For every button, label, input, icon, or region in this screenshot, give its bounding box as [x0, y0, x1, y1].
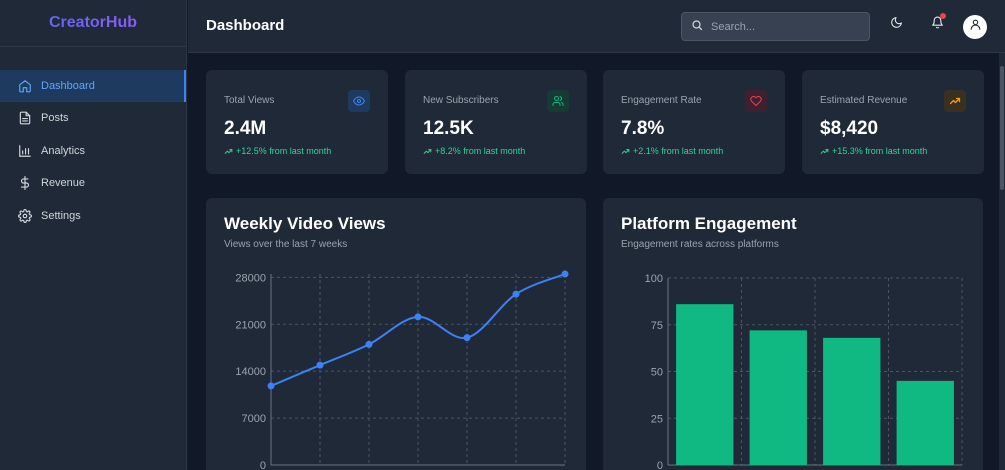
- stat-value: 2.4M: [224, 118, 267, 139]
- search-icon: [691, 18, 703, 36]
- scrollbar[interactable]: [999, 53, 1005, 470]
- bar: [676, 304, 734, 465]
- stat-label: New Subscribers: [423, 95, 499, 106]
- stat-card-engagement-rate: Engagement Rate 7.8% +2.1% from last mon…: [603, 70, 785, 174]
- chart-title: Weekly Video Views: [224, 214, 386, 233]
- heart-icon: [745, 90, 767, 112]
- trending-up-icon: [944, 90, 966, 112]
- sidebar-item-revenue[interactable]: Revenue: [0, 167, 186, 199]
- trend-arrow-icon: [423, 148, 432, 154]
- sidebar-item-label: Settings: [41, 209, 81, 222]
- data-point: [512, 290, 520, 298]
- users-icon: [547, 90, 569, 112]
- sidebar-item-label: Posts: [41, 112, 69, 125]
- chart-subtitle: Engagement rates across platforms: [621, 239, 779, 250]
- page-title: Dashboard: [206, 17, 285, 34]
- top-bar: Dashboard: [188, 0, 1005, 53]
- avatar[interactable]: [963, 15, 987, 39]
- sidebar-item-analytics[interactable]: Analytics: [0, 135, 186, 167]
- trend-arrow-icon: [224, 148, 233, 154]
- data-point: [561, 270, 569, 278]
- data-point: [267, 382, 275, 390]
- platform-engagement-panel: 0 25 50 75 100 Platform Engagement Engagemen…: [603, 198, 983, 470]
- stat-card-estimated-revenue: Estimated Revenue $8,420 +15.3% from las…: [802, 70, 984, 174]
- search-box[interactable]: [681, 12, 870, 41]
- dollar-icon: [18, 176, 32, 191]
- stat-change-text: +15.3% from last month: [832, 146, 928, 156]
- sidebar-nav: Dashboard Posts Analytics Revenue Settin…: [0, 70, 186, 232]
- stat-change: +2.1% from last month: [621, 146, 723, 156]
- moon-icon: [890, 16, 903, 34]
- data-point: [414, 313, 422, 321]
- sidebar: CreatorHub Dashboard Posts Analytics Rev…: [0, 0, 187, 470]
- sidebar-item-settings[interactable]: Settings: [0, 200, 186, 232]
- stat-label: Engagement Rate: [621, 95, 702, 106]
- sidebar-item-label: Dashboard: [41, 80, 95, 92]
- platform-engagement-chart: 0 25 50 75 100: [645, 273, 963, 470]
- stat-card-total-views: Total Views 2.4M +12.5% from last month: [206, 70, 388, 174]
- sidebar-item-label: Revenue: [41, 177, 86, 190]
- y-tick-label: 100: [645, 273, 663, 285]
- stat-label: Total Views: [224, 95, 275, 106]
- data-point: [365, 340, 373, 348]
- bar-chart-icon: [18, 144, 32, 158]
- chart-subtitle: Views over the last 7 weeks: [224, 239, 348, 250]
- y-tick-label: 21000: [235, 319, 266, 331]
- bar: [749, 330, 807, 465]
- y-tick-label: 0: [657, 460, 663, 470]
- notifications-button[interactable]: [928, 13, 946, 34]
- y-tick-label: 75: [651, 320, 663, 332]
- bar: [896, 380, 954, 465]
- weekly-views-panel: 0 7000 14000 21000 28000 Weekly Video Views …: [206, 198, 586, 470]
- user-icon: [969, 18, 982, 36]
- bar: [823, 337, 881, 465]
- stat-change-text: +12.5% from last month: [236, 146, 332, 156]
- sidebar-item-label: Analytics: [41, 144, 86, 157]
- data-point: [316, 361, 324, 369]
- gear-icon: [18, 208, 32, 223]
- document-icon: [18, 111, 32, 125]
- stat-change: +8.2% from last month: [423, 146, 525, 156]
- y-tick-label: 50: [651, 367, 663, 379]
- trend-arrow-icon: [621, 148, 630, 154]
- stat-change: +15.3% from last month: [820, 146, 927, 156]
- sidebar-item-dashboard[interactable]: Dashboard: [0, 70, 186, 102]
- brand-logo[interactable]: CreatorHub: [0, 0, 186, 47]
- home-icon: [18, 79, 32, 93]
- y-tick-label: 7000: [242, 413, 266, 425]
- stat-label: Estimated Revenue: [820, 95, 908, 106]
- weekly-views-chart: 0 7000 14000 21000 28000: [235, 270, 569, 470]
- data-point: [463, 334, 471, 342]
- bell-icon: [931, 16, 944, 34]
- stat-change: +12.5% from last month: [224, 146, 331, 156]
- trend-arrow-icon: [820, 148, 829, 154]
- scrollbar-thumb[interactable]: [1000, 66, 1004, 190]
- search-input[interactable]: [711, 20, 861, 33]
- stat-value: $8,420: [820, 118, 879, 139]
- stat-value: 12.5K: [423, 118, 474, 139]
- theme-toggle-button[interactable]: [887, 16, 905, 34]
- y-tick-label: 0: [260, 460, 266, 470]
- notification-dot: [940, 13, 946, 19]
- eye-icon: [348, 90, 370, 112]
- brand-name: CreatorHub: [48, 14, 137, 31]
- stat-value: 7.8%: [621, 118, 665, 139]
- y-tick-label: 14000: [235, 366, 266, 378]
- sidebar-item-posts[interactable]: Posts: [0, 102, 186, 134]
- stat-change-text: +2.1% from last month: [633, 146, 724, 156]
- stat-change-text: +8.2% from last month: [435, 146, 526, 156]
- stat-card-new-subscribers: New Subscribers 12.5K +8.2% from last mo…: [405, 70, 587, 174]
- y-tick-label: 28000: [235, 272, 266, 284]
- y-tick-label: 25: [651, 413, 663, 425]
- chart-title: Platform Engagement: [621, 214, 797, 233]
